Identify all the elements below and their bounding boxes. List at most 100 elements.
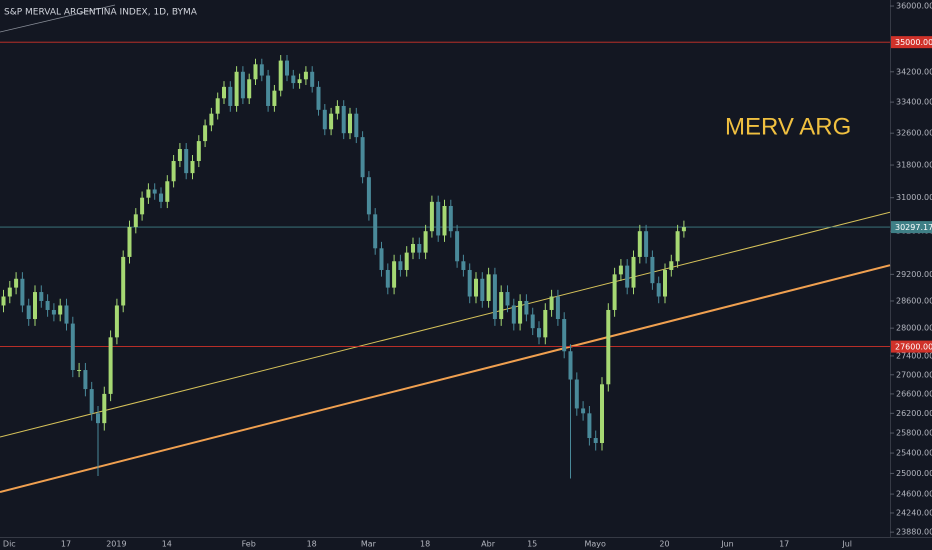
trend-line <box>0 211 891 438</box>
candle-body <box>637 231 642 257</box>
y-tick-label: 36000.00 <box>896 2 932 11</box>
candle-body <box>196 141 201 162</box>
candle-body <box>492 274 497 320</box>
candle-body <box>656 283 661 297</box>
candle-body <box>259 64 264 76</box>
candle-body <box>184 149 189 174</box>
candle-body <box>455 231 460 262</box>
candle-body <box>278 60 283 91</box>
candle-body <box>379 248 384 270</box>
y-tick-label: 28000.00 <box>896 324 932 333</box>
x-tick-label: Mayo <box>584 540 606 549</box>
candle-body <box>121 256 126 306</box>
x-tick-label: 15 <box>527 540 537 549</box>
candle-body <box>45 300 50 310</box>
x-tick-label: Feb <box>242 540 256 549</box>
candle-body <box>524 300 529 315</box>
candle-body <box>203 125 208 142</box>
y-tick-label: 26200.00 <box>896 409 932 418</box>
candle-body <box>329 113 334 130</box>
candle-body <box>581 408 586 414</box>
candle-body <box>70 323 75 371</box>
x-tick-label: 20 <box>659 540 669 549</box>
y-tick-label: 27000.00 <box>896 370 932 379</box>
candle-body <box>543 309 548 338</box>
y-tick-label: 25000.00 <box>896 469 932 478</box>
candle-body <box>631 256 636 288</box>
candle-body <box>127 226 132 257</box>
candle-body <box>159 193 163 202</box>
candle-body <box>398 261 403 270</box>
candle-body <box>518 300 523 324</box>
candle-body <box>26 305 31 320</box>
candle-body <box>429 201 434 232</box>
chart-title: S&P MERVAL ARGENTINA INDEX, 1D, BYMA <box>4 8 198 18</box>
candle-body <box>404 252 409 270</box>
candle-body <box>606 309 611 385</box>
price-label: 27600.00 <box>895 343 932 352</box>
y-tick-label: 29200.00 <box>896 270 932 279</box>
candle-body <box>461 261 466 270</box>
x-tick-label: 18 <box>420 540 430 549</box>
x-tick-label: Jul <box>841 540 852 549</box>
price-label: 30297.17 <box>895 223 932 232</box>
y-tick-label: 24240.00 <box>896 508 932 517</box>
candle-body <box>385 269 390 288</box>
candle-body <box>417 244 422 253</box>
candle-body <box>341 105 346 134</box>
candle-body <box>140 197 145 215</box>
candle-body <box>322 109 327 130</box>
candle-body <box>436 201 441 236</box>
candle-body <box>568 351 573 380</box>
candle-body <box>102 393 107 424</box>
candle-body <box>392 261 397 288</box>
candle-body <box>58 305 63 315</box>
x-tick-label: Abr <box>481 540 496 549</box>
candle-body <box>618 265 623 275</box>
y-tick-label: 26600.00 <box>896 389 932 398</box>
candle-body <box>669 261 674 270</box>
y-tick-label: 24600.00 <box>896 490 932 499</box>
candle-body <box>530 314 535 329</box>
candle-body <box>562 319 567 352</box>
y-tick-label: 34200.00 <box>896 67 932 76</box>
price-label-box <box>891 221 932 234</box>
candle-body <box>411 244 415 253</box>
y-tick-label: 28600.00 <box>896 296 932 305</box>
candle-body <box>650 256 655 284</box>
price-label-box <box>891 36 932 49</box>
candle-body <box>234 71 239 106</box>
candle-body <box>253 64 258 80</box>
candle-body <box>373 214 378 249</box>
candle-body <box>675 231 680 262</box>
drawing-line <box>0 4 116 33</box>
x-tick-label: 17 <box>61 540 71 549</box>
candle-body <box>467 269 472 297</box>
candle-body <box>600 384 604 444</box>
candle-body <box>593 438 598 444</box>
x-tick-label: 18 <box>307 540 317 549</box>
candle-body <box>152 189 157 194</box>
candle-body <box>574 379 579 409</box>
candle-body <box>83 370 88 390</box>
candle-body <box>177 149 182 162</box>
y-tick-label: 31800.00 <box>896 161 932 170</box>
x-tick-label: Mar <box>361 540 377 549</box>
candle-body <box>310 71 315 87</box>
candle-body <box>681 227 686 232</box>
candle-body <box>423 231 428 253</box>
candle-body <box>442 205 447 236</box>
candle-body <box>272 90 277 106</box>
y-tick-label: 25400.00 <box>896 449 932 458</box>
candle-body <box>228 86 233 106</box>
x-tick-label: 14 <box>162 540 172 549</box>
trend-line <box>0 264 891 493</box>
candle-body <box>511 305 516 324</box>
candle-body <box>33 292 37 320</box>
price-label: 35000.00 <box>895 38 932 47</box>
candle-body <box>486 274 491 301</box>
candle-body <box>190 161 195 174</box>
candle-body <box>625 265 630 288</box>
